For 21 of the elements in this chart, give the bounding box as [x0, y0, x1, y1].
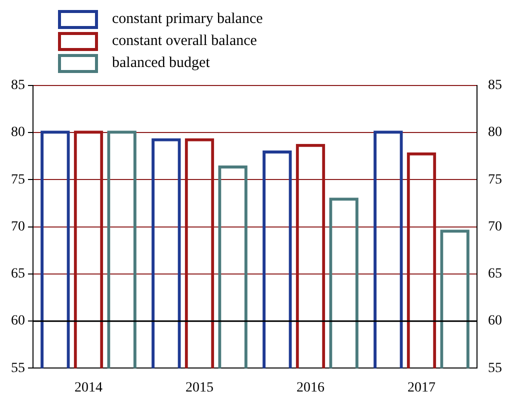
y2-tick-label: 55	[488, 360, 502, 376]
legend-label: constant primary balance	[112, 10, 263, 28]
y-tick-label: 75	[11, 172, 25, 188]
legend-label: balanced budget	[112, 54, 210, 72]
legend-label: constant overall balance	[112, 32, 257, 50]
y2-tick-label: 85	[488, 78, 502, 94]
y-tick-label: 60	[11, 314, 25, 329]
y-tick-label: 55	[11, 360, 25, 376]
y2-tick-label: 65	[488, 266, 502, 282]
y2-tick-label: 70	[488, 219, 502, 234]
y2-tick-label: 80	[488, 125, 502, 140]
x-tick-label: 2015	[186, 380, 214, 396]
y-tick-label: 70	[11, 219, 25, 234]
y-tick-label: 85	[11, 78, 25, 94]
x-tick-label: 2017	[408, 380, 436, 396]
y-tick-label: 65	[11, 266, 25, 282]
x-tick-label: 2014	[74, 380, 102, 396]
y2-tick-label: 60	[488, 314, 502, 329]
y2-tick-label: 75	[488, 172, 502, 188]
y-tick-label: 80	[11, 125, 25, 140]
x-tick-label: 2016	[296, 380, 324, 396]
